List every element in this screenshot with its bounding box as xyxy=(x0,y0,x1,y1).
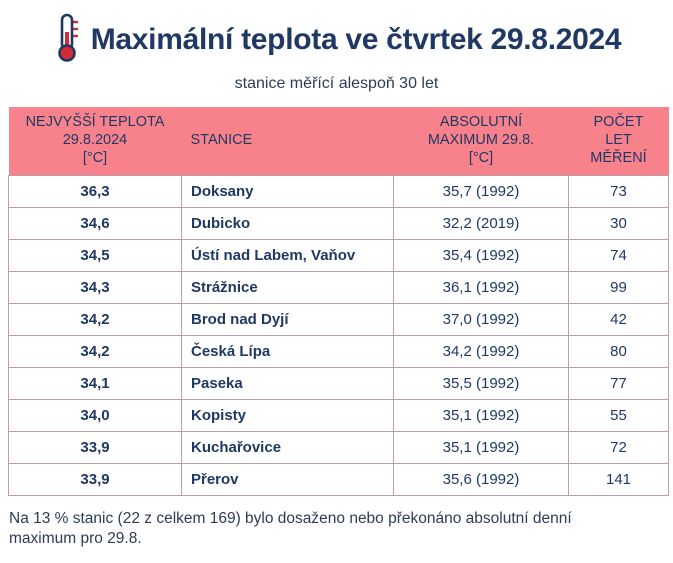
table-body: 36,3 Doksany 35,7 (1992) 73 34,6 Dubicko… xyxy=(8,174,669,496)
years-cell: 141 xyxy=(568,462,669,496)
table-header: NEJVYŠŠÍ TEPLOTA 29.8.2024 [°C] STANICE … xyxy=(8,107,669,175)
years-cell: 99 xyxy=(568,270,669,304)
abs-max-cell: 35,1 (1992) xyxy=(393,398,569,432)
abs-max-cell: 35,1 (1992) xyxy=(393,430,569,464)
max-temp-cell: 34,0 xyxy=(8,398,182,432)
abs-max-cell: 35,4 (1992) xyxy=(393,238,569,272)
max-temp-cell: 34,6 xyxy=(8,206,182,240)
station-cell: Doksany xyxy=(181,174,394,208)
table-row: 33,9 Kuchařovice 35,1 (1992) 72 xyxy=(8,430,669,464)
page-title: Maximální teplota ve čtvrtek 29.8.2024 xyxy=(90,23,622,56)
max-temp-cell: 36,3 xyxy=(8,174,182,208)
footer-note-line1: Na 13 % stanic (22 z celkem 169) bylo do… xyxy=(9,509,572,527)
header-max-temp: NEJVYŠŠÍ TEPLOTA 29.8.2024 [°C] xyxy=(8,107,182,175)
years-cell: 74 xyxy=(568,238,669,272)
years-cell: 55 xyxy=(568,398,669,432)
thermometer-icon xyxy=(52,12,82,67)
table-row: 34,6 Dubicko 32,2 (2019) 30 xyxy=(8,206,669,240)
page-header: Maximální teplota ve čtvrtek 29.8.2024 xyxy=(0,0,673,67)
station-cell: Kuchařovice xyxy=(181,430,394,464)
page-subtitle: stanice měřící alespoň 30 let xyxy=(234,75,439,92)
station-cell: Dubicko xyxy=(181,206,394,240)
table-row: 36,3 Doksany 35,7 (1992) 73 xyxy=(8,174,669,208)
max-temp-cell: 33,9 xyxy=(8,462,182,496)
footer-note: Na 13 % stanic (22 z celkem 169) bylo do… xyxy=(9,509,663,551)
station-cell: Strážnice xyxy=(181,270,394,304)
max-temp-cell: 33,9 xyxy=(8,430,182,464)
header-station: STANICE xyxy=(181,107,394,175)
table-row: 34,3 Strážnice 36,1 (1992) 99 xyxy=(8,270,669,304)
years-cell: 30 xyxy=(568,206,669,240)
max-temp-cell: 34,1 xyxy=(8,366,182,400)
station-cell: Ústí nad Labem, Vaňov xyxy=(181,238,394,272)
table-row: 34,1 Paseka 35,5 (1992) 77 xyxy=(8,366,669,400)
years-cell: 72 xyxy=(568,430,669,464)
table-row: 34,2 Brod nad Dyjí 37,0 (1992) 42 xyxy=(8,302,669,336)
table-row: 33,9 Přerov 35,6 (1992) 141 xyxy=(8,462,669,496)
years-cell: 80 xyxy=(568,334,669,368)
abs-max-cell: 35,5 (1992) xyxy=(393,366,569,400)
header-abs-max: ABSOLUTNÍ MAXIMUM 29.8. [°C] xyxy=(393,107,569,175)
abs-max-cell: 34,2 (1992) xyxy=(393,334,569,368)
table-row: 34,2 Česká Lípa 34,2 (1992) 80 xyxy=(8,334,669,368)
station-cell: Brod nad Dyjí xyxy=(181,302,394,336)
years-cell: 73 xyxy=(568,174,669,208)
station-cell: Přerov xyxy=(181,462,394,496)
max-temp-cell: 34,2 xyxy=(8,334,182,368)
station-cell: Paseka xyxy=(181,366,394,400)
table-row: 34,5 Ústí nad Labem, Vaňov 35,4 (1992) 7… xyxy=(8,238,669,272)
station-cell: Česká Lípa xyxy=(181,334,394,368)
abs-max-cell: 37,0 (1992) xyxy=(393,302,569,336)
abs-max-cell: 35,7 (1992) xyxy=(393,174,569,208)
years-cell: 77 xyxy=(568,366,669,400)
header-years: POČET LET MĚŘENÍ xyxy=(568,107,669,175)
table-row: 34,0 Kopisty 35,1 (1992) 55 xyxy=(8,398,669,432)
max-temp-cell: 34,3 xyxy=(8,270,182,304)
abs-max-cell: 36,1 (1992) xyxy=(393,270,569,304)
station-cell: Kopisty xyxy=(181,398,394,432)
abs-max-cell: 35,6 (1992) xyxy=(393,462,569,496)
max-temp-cell: 34,5 xyxy=(8,238,182,272)
max-temp-cell: 34,2 xyxy=(8,302,182,336)
footer-note-line2: maximum pro 29.8. xyxy=(9,530,142,548)
max-temperature-table: NEJVYŠŠÍ TEPLOTA 29.8.2024 [°C] STANICE … xyxy=(8,107,669,496)
years-cell: 42 xyxy=(568,302,669,336)
abs-max-cell: 32,2 (2019) xyxy=(393,206,569,240)
